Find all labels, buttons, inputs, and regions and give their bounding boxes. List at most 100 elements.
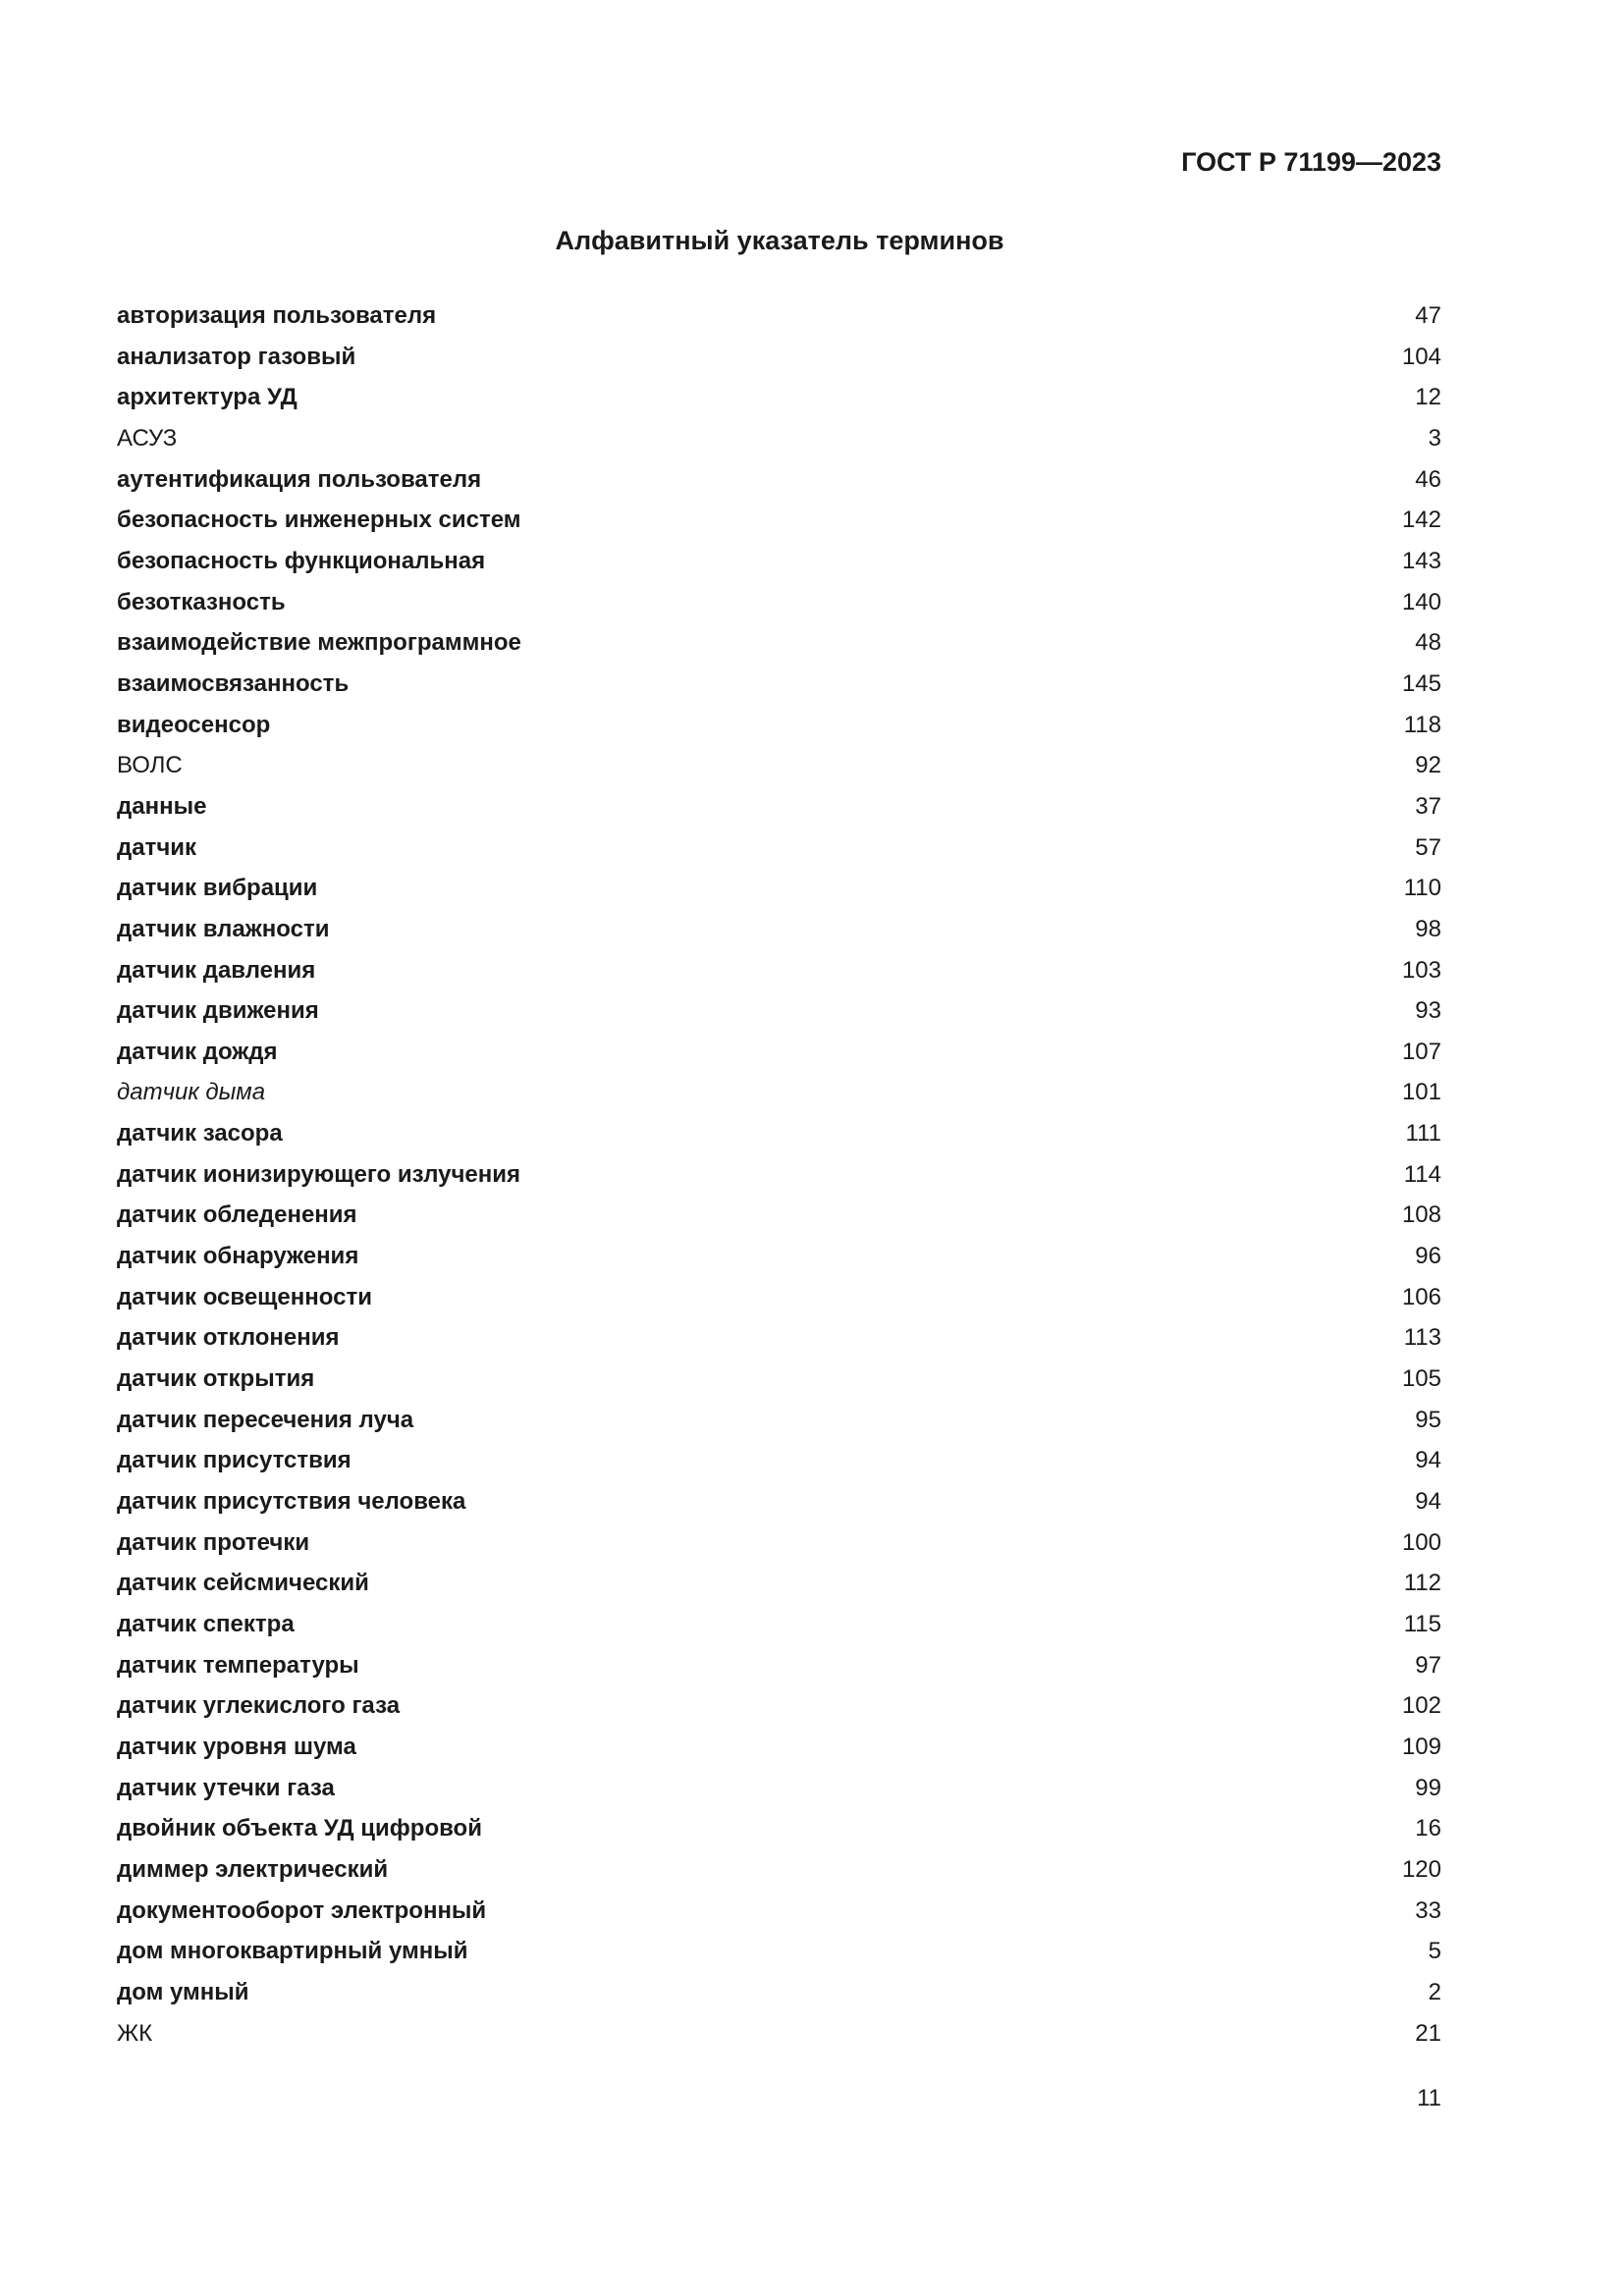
index-ref-number: 96	[1415, 1243, 1441, 1270]
index-ref-number: 99	[1415, 1774, 1441, 1801]
index-ref-number: 93	[1415, 997, 1441, 1025]
index-entry: датчик движения 93	[117, 997, 1441, 1039]
index-term: датчик дождя	[117, 1038, 278, 1065]
index-ref-number: 94	[1415, 1447, 1441, 1474]
index-term: датчик отклонения	[117, 1324, 340, 1352]
index-term: датчик дыма	[117, 1079, 266, 1106]
index-term: безотказность	[117, 588, 286, 615]
index-ref-number: 107	[1401, 1038, 1441, 1065]
index-term: диммер электрический	[117, 1855, 389, 1883]
index-entry: дом многоквартирный умный 5	[117, 1938, 1441, 1979]
index-term: датчик освещенности	[117, 1283, 372, 1310]
index-term: датчик влажности	[117, 915, 330, 942]
index-ref-number: 3	[1428, 424, 1441, 452]
index-term: взаимосвязанность	[117, 669, 350, 697]
index-term: безопасность функциональная	[117, 547, 486, 574]
index-term: ЖК	[117, 2019, 153, 2047]
index-ref-number: 5	[1428, 1938, 1441, 1965]
index-term: анализатор газовый	[117, 343, 356, 370]
index-entry: датчик 57	[117, 834, 1441, 876]
index-term: дом умный	[117, 1978, 249, 2005]
index-term: данные	[117, 792, 207, 820]
index-term: АСУЗ	[117, 424, 178, 452]
index-entry: авторизация пользователя 47	[117, 302, 1441, 344]
index-term: датчик движения	[117, 997, 319, 1025]
index-entry: документооборот электронный 33	[117, 1897, 1441, 1939]
index-ref-number: 101	[1401, 1079, 1441, 1106]
index-entry: безопасность инженерных систем 142	[117, 507, 1441, 548]
index-ref-number: 110	[1403, 875, 1441, 902]
index-term: датчик присутствия	[117, 1447, 352, 1474]
index-term: двойник объекта УД цифровой	[117, 1815, 482, 1842]
index-ref-number: 102	[1401, 1692, 1441, 1720]
index-entry: видеосенсор 118	[117, 712, 1441, 753]
index-entry: датчик ионизирующего излучения 114	[117, 1161, 1441, 1202]
index-entry: датчик утечки газа 99	[117, 1775, 1441, 1816]
index-term: датчик пересечения луча	[117, 1406, 414, 1433]
index-term: видеосенсор	[117, 711, 271, 738]
index-term: авторизация пользователя	[117, 302, 437, 329]
index-ref-number: 112	[1403, 1570, 1441, 1597]
index-entry: датчик дыма 101	[117, 1079, 1441, 1120]
index-entry: датчик освещенности 106	[117, 1284, 1441, 1325]
index-ref-number: 12	[1415, 384, 1441, 411]
index-entry: датчик присутствия 94	[117, 1447, 1441, 1488]
index-entry: датчик температуры 97	[117, 1652, 1441, 1693]
index-ref-number: 145	[1401, 669, 1441, 697]
index-term: взаимодействие межпрограммное	[117, 629, 521, 657]
index-ref-number: 92	[1415, 752, 1441, 779]
index-ref-number: 111	[1405, 1120, 1441, 1148]
index-term: датчик спектра	[117, 1611, 295, 1637]
index-ref-number: 105	[1401, 1365, 1441, 1393]
index-entry: взаимосвязанность 145	[117, 670, 1441, 712]
index-ref-number: 98	[1415, 915, 1441, 942]
index-entry: датчик спектра 115	[117, 1611, 1441, 1652]
index-entry: датчик засора 111	[117, 1120, 1441, 1161]
index-ref-number: 115	[1403, 1611, 1441, 1637]
index-term: датчик вибрации	[117, 875, 318, 902]
index-entry: данные 37	[117, 793, 1441, 834]
index-term: аутентификация пользователя	[117, 465, 482, 493]
index-ref-number: 142	[1401, 507, 1441, 534]
index-ref-number: 46	[1415, 465, 1441, 493]
index-term: датчик обнаружения	[117, 1243, 359, 1270]
index-term: датчик утечки газа	[117, 1774, 335, 1801]
index-ref-number: 113	[1403, 1324, 1441, 1352]
index-ref-number: 47	[1415, 302, 1441, 329]
document-code: ГОСТ Р 71199—2023	[1181, 147, 1441, 177]
index-entry: двойник объекта УД цифровой 16	[117, 1815, 1441, 1856]
index-term: датчик уровня шума	[117, 1733, 356, 1760]
index-term: датчик сейсмический	[117, 1570, 369, 1597]
index-term: датчик углекислого газа	[117, 1692, 401, 1720]
index-entry: датчик вибрации 110	[117, 875, 1441, 916]
index-entry: аутентификация пользователя 46	[117, 466, 1441, 507]
index-entry: датчик влажности 98	[117, 916, 1441, 957]
index-term: датчик температуры	[117, 1651, 359, 1679]
index-term: документооборот электронный	[117, 1896, 487, 1924]
index-entry: датчик пересечения луча 95	[117, 1407, 1441, 1448]
index-ref-number: 118	[1403, 711, 1441, 738]
index-term: датчик	[117, 833, 197, 861]
index-entry: датчик протечки 100	[117, 1529, 1441, 1571]
index-ref-number: 57	[1415, 833, 1441, 861]
index-ref-number: 95	[1415, 1406, 1441, 1433]
index-entry: датчик открытия 105	[117, 1365, 1441, 1407]
index-entry: датчик углекислого газа 102	[117, 1692, 1441, 1734]
index-term: датчик ионизирующего излучения	[117, 1160, 521, 1188]
index-entry: датчик давления 103	[117, 957, 1441, 998]
index-entry: безопасность функциональная 143	[117, 548, 1441, 589]
index-entry: датчик дождя 107	[117, 1039, 1441, 1080]
index-entry: датчик отклонения 113	[117, 1324, 1441, 1365]
index-term: датчик протечки	[117, 1528, 310, 1556]
index-term: безопасность инженерных систем	[117, 507, 521, 534]
index-entry: ВОЛС 92	[117, 752, 1441, 793]
index-entry: архитектура УД 12	[117, 384, 1441, 425]
index-entry: датчик уровня шума 109	[117, 1734, 1441, 1775]
index-entry: дом умный 2	[117, 1979, 1441, 2020]
index-entry: безотказность 140	[117, 589, 1441, 630]
index-entry: АСУЗ 3	[117, 425, 1441, 466]
index-ref-number: 109	[1401, 1733, 1441, 1760]
index-entry: датчик присутствия человека 94	[117, 1488, 1441, 1529]
index-ref-number: 103	[1401, 956, 1441, 984]
index-ref-number: 120	[1401, 1855, 1441, 1883]
